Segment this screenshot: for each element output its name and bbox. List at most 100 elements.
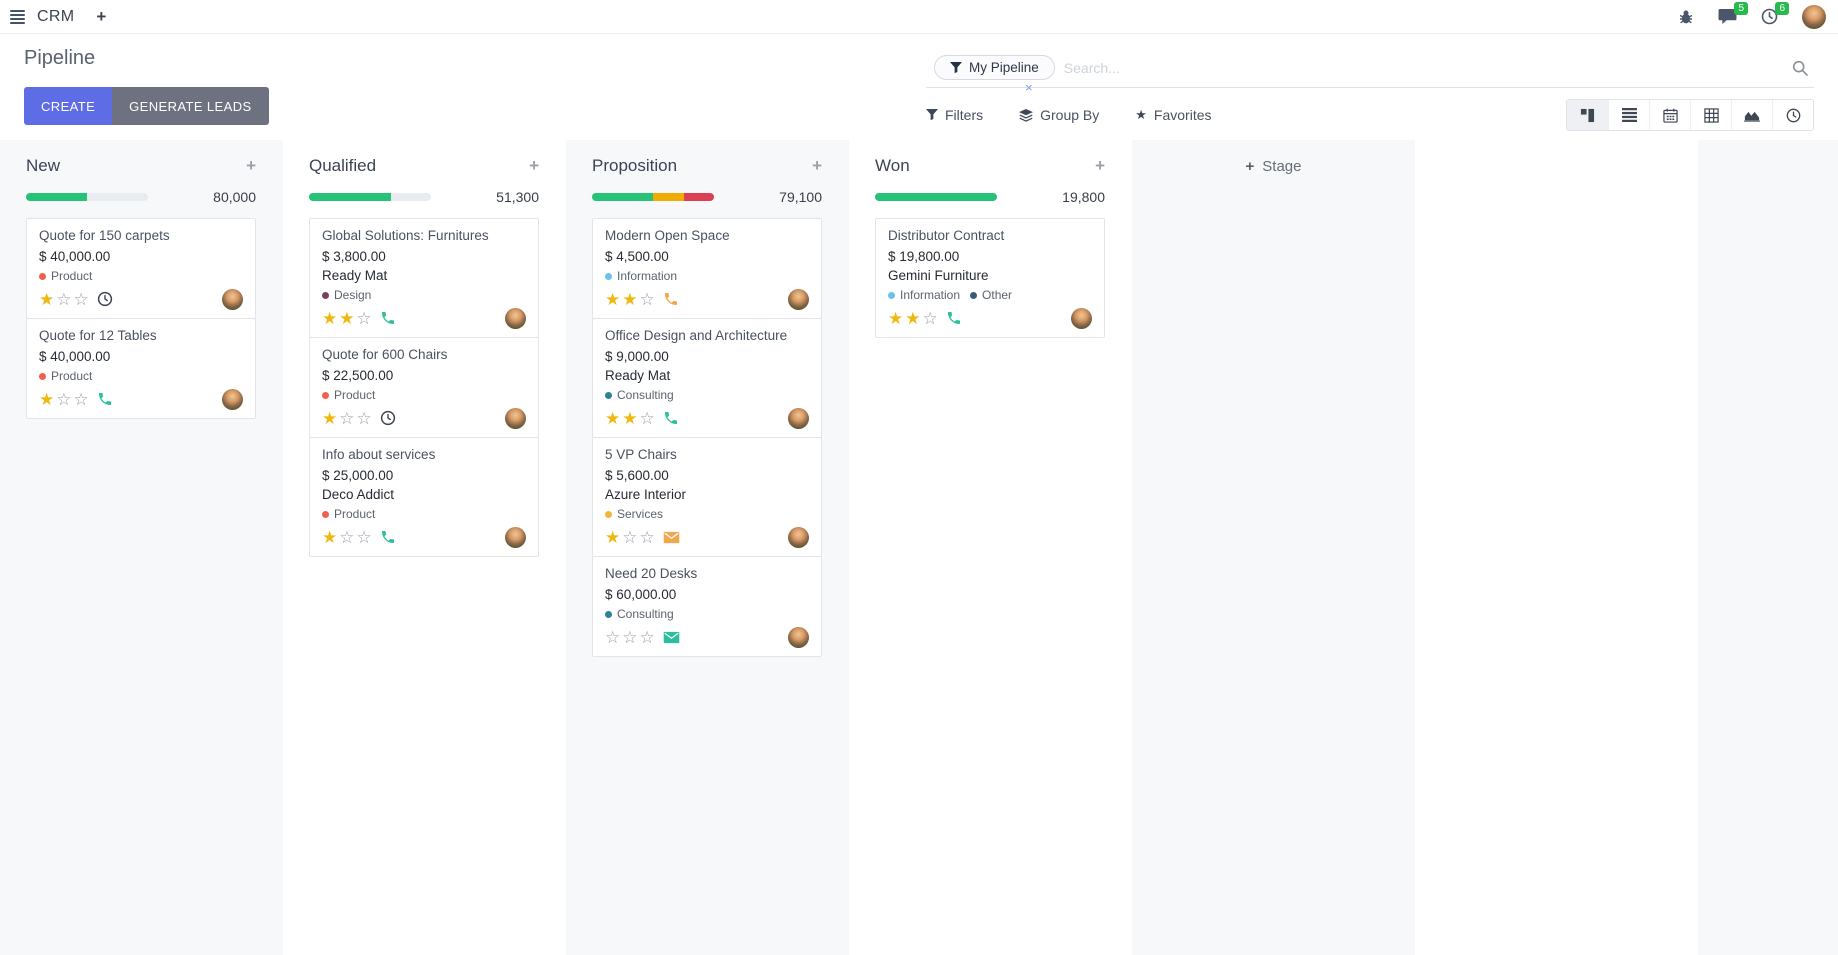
star-icon[interactable]: ★ (605, 408, 621, 428)
view-graph-button[interactable] (1731, 100, 1772, 130)
column-progressbar[interactable] (875, 193, 997, 201)
progress-segment[interactable] (26, 193, 87, 201)
kanban-card[interactable]: Modern Open Space $ 4,500.00 Information… (592, 218, 822, 319)
kanban-card[interactable]: Quote for 600 Chairs $ 22,500.00 Product… (309, 337, 539, 438)
star-icon[interactable]: ☆ (922, 308, 938, 328)
activity-clock-icon[interactable] (380, 410, 396, 426)
activity-phone-icon[interactable] (663, 291, 679, 307)
add-stage-label: Stage (1262, 158, 1302, 175)
kanban-card[interactable]: Office Design and Architecture $ 9,000.0… (592, 318, 822, 438)
view-pivot-button[interactable] (1690, 100, 1731, 130)
progress-segment[interactable] (592, 193, 653, 201)
messages-icon[interactable]: 5 (1718, 2, 1748, 25)
star-rating[interactable]: ★ ☆ ☆ (322, 529, 374, 546)
star-icon[interactable]: ★ (605, 527, 621, 547)
star-rating[interactable]: ★ ★ ☆ (322, 310, 374, 327)
star-icon[interactable]: ☆ (73, 289, 89, 309)
star-icon[interactable]: ★ (322, 408, 338, 428)
view-activity-button[interactable] (1772, 100, 1813, 130)
star-icon[interactable]: ★ (39, 389, 55, 409)
activities-clock-icon[interactable]: 6 (1761, 2, 1789, 25)
star-rating[interactable]: ★ ★ ☆ (888, 310, 940, 327)
kanban-card[interactable]: Quote for 150 carpets $ 40,000.00 Produc… (26, 218, 256, 319)
activity-phone-icon[interactable] (946, 310, 962, 326)
star-icon[interactable]: ☆ (622, 627, 638, 647)
quick-add-icon[interactable]: + (529, 156, 539, 175)
star-icon[interactable]: ★ (622, 408, 638, 428)
column-cards: Modern Open Space $ 4,500.00 Information… (592, 218, 822, 657)
create-button[interactable]: CREATE (24, 87, 113, 125)
kanban-card[interactable]: Distributor Contract $ 19,800.00 Gemini … (875, 218, 1105, 338)
user-avatar[interactable] (1802, 4, 1826, 29)
search-bar[interactable]: My Pipeline × Search... (926, 55, 1814, 95)
activity-phone-icon[interactable] (380, 310, 396, 326)
star-icon[interactable]: ☆ (639, 408, 655, 428)
star-icon[interactable]: ★ (622, 289, 638, 309)
kanban-card[interactable]: 5 VP Chairs $ 5,600.00 Azure Interior Se… (592, 437, 822, 557)
star-icon[interactable]: ☆ (356, 308, 372, 328)
star-rating[interactable]: ★ ★ ☆ (605, 291, 657, 308)
star-icon[interactable]: ☆ (622, 527, 638, 547)
star-rating[interactable]: ★ ☆ ☆ (605, 529, 657, 546)
star-rating[interactable]: ☆ ☆ ☆ (605, 629, 657, 646)
progress-segment[interactable] (309, 193, 391, 201)
star-icon[interactable]: ★ (322, 308, 338, 328)
add-icon[interactable]: + (96, 6, 107, 26)
star-icon[interactable]: ★ (905, 308, 921, 328)
add-stage-button[interactable]: + Stage (1246, 158, 1302, 175)
star-icon[interactable]: ★ (339, 308, 355, 328)
view-calendar-button[interactable] (1649, 100, 1690, 130)
star-icon[interactable]: ☆ (339, 408, 355, 428)
search-icon[interactable] (1792, 60, 1808, 76)
star-icon[interactable]: ☆ (639, 627, 655, 647)
star-rating[interactable]: ★ ★ ☆ (605, 410, 657, 427)
kanban-card[interactable]: Need 20 Desks $ 60,000.00 Consulting ☆ ☆ ☆ (592, 556, 822, 657)
star-icon[interactable]: ★ (605, 289, 621, 309)
star-icon[interactable]: ★ (322, 527, 338, 547)
view-list-button[interactable] (1608, 100, 1649, 130)
search-facet-my-pipeline[interactable]: My Pipeline (934, 55, 1055, 80)
kanban-card[interactable]: Global Solutions: Furnitures $ 3,800.00 … (309, 218, 539, 338)
kanban-card[interactable]: Quote for 12 Tables $ 40,000.00 Product … (26, 318, 256, 419)
star-icon[interactable]: ☆ (56, 389, 72, 409)
star-icon[interactable]: ★ (888, 308, 904, 328)
star-icon[interactable]: ☆ (339, 527, 355, 547)
star-icon[interactable]: ☆ (356, 408, 372, 428)
activity-envelope-icon[interactable] (663, 529, 680, 546)
bug-icon[interactable] (1678, 9, 1694, 25)
view-kanban-button[interactable] (1567, 100, 1608, 130)
activity-phone-icon[interactable] (380, 529, 396, 545)
progress-segment[interactable] (653, 193, 684, 201)
star-icon[interactable]: ☆ (73, 389, 89, 409)
column-progressbar[interactable] (592, 193, 714, 201)
activity-clock-icon[interactable] (97, 291, 113, 307)
facet-remove-icon[interactable]: × (1025, 80, 1033, 95)
star-icon[interactable]: ☆ (356, 527, 372, 547)
star-icon[interactable]: ☆ (639, 527, 655, 547)
star-icon[interactable]: ☆ (56, 289, 72, 309)
star-rating[interactable]: ★ ☆ ☆ (39, 391, 91, 408)
app-name[interactable]: CRM (37, 7, 75, 25)
activity-phone-icon[interactable] (97, 391, 113, 407)
group-by-menu[interactable]: Group By (1019, 107, 1099, 123)
quick-add-icon[interactable]: + (812, 156, 822, 175)
progress-segment[interactable] (683, 193, 714, 201)
column-progressbar[interactable] (26, 193, 148, 201)
kanban-card[interactable]: Info about services $ 25,000.00 Deco Add… (309, 437, 539, 557)
star-rating[interactable]: ★ ☆ ☆ (39, 291, 91, 308)
favorites-menu[interactable]: ★ Favorites (1135, 107, 1211, 123)
activity-envelope-icon[interactable] (663, 629, 680, 646)
quick-add-icon[interactable]: + (246, 156, 256, 175)
filters-menu[interactable]: Filters (926, 107, 983, 123)
apps-menu-icon[interactable] (10, 9, 25, 24)
search-input[interactable]: Search... (1063, 59, 1120, 76)
star-icon[interactable]: ☆ (639, 289, 655, 309)
activity-phone-icon[interactable] (663, 410, 679, 426)
star-icon[interactable]: ★ (39, 289, 55, 309)
generate-leads-button[interactable]: GENERATE LEADS (112, 87, 269, 125)
column-progressbar[interactable] (309, 193, 431, 201)
quick-add-icon[interactable]: + (1095, 156, 1105, 175)
star-rating[interactable]: ★ ☆ ☆ (322, 410, 374, 427)
star-icon[interactable]: ☆ (605, 627, 621, 647)
progress-segment[interactable] (875, 193, 997, 201)
